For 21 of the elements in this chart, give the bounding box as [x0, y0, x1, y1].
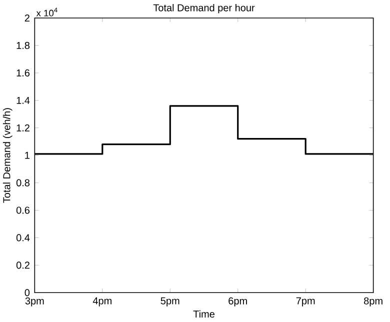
y-tick-label: 1.8	[16, 42, 30, 50]
y-tick-label: 1.2	[16, 124, 30, 132]
y-tick-label: 1.4	[16, 96, 30, 104]
x-tick-label: 7pm	[296, 297, 315, 306]
y-tick-label: 0	[24, 289, 30, 296]
y-tick-label: 0.6	[16, 206, 30, 214]
y-tick-label: 1.6	[16, 69, 30, 76]
y-tick-label: 0.4	[16, 234, 30, 242]
x-tick-label: 5pm	[160, 297, 180, 306]
x-axis-title: Time	[193, 310, 214, 318]
chart-title: Total Demand per hour	[153, 4, 255, 14]
y-axis-title: Total Demand (veh/h)	[2, 108, 12, 203]
x-tick-label: 8pm	[364, 297, 382, 306]
y-tick-label: 0.2	[16, 262, 30, 269]
x-tick-label: 4pm	[92, 297, 112, 306]
y-tick-label: 2	[24, 14, 30, 22]
y-tick-label: 1	[25, 152, 30, 159]
x-tick-label: 3pm	[25, 297, 44, 306]
text: x 10$^{4}$	[36, 8, 58, 16]
x-tick-label: 6pm	[228, 297, 247, 306]
y-tick-label: 0.8	[16, 179, 30, 186]
